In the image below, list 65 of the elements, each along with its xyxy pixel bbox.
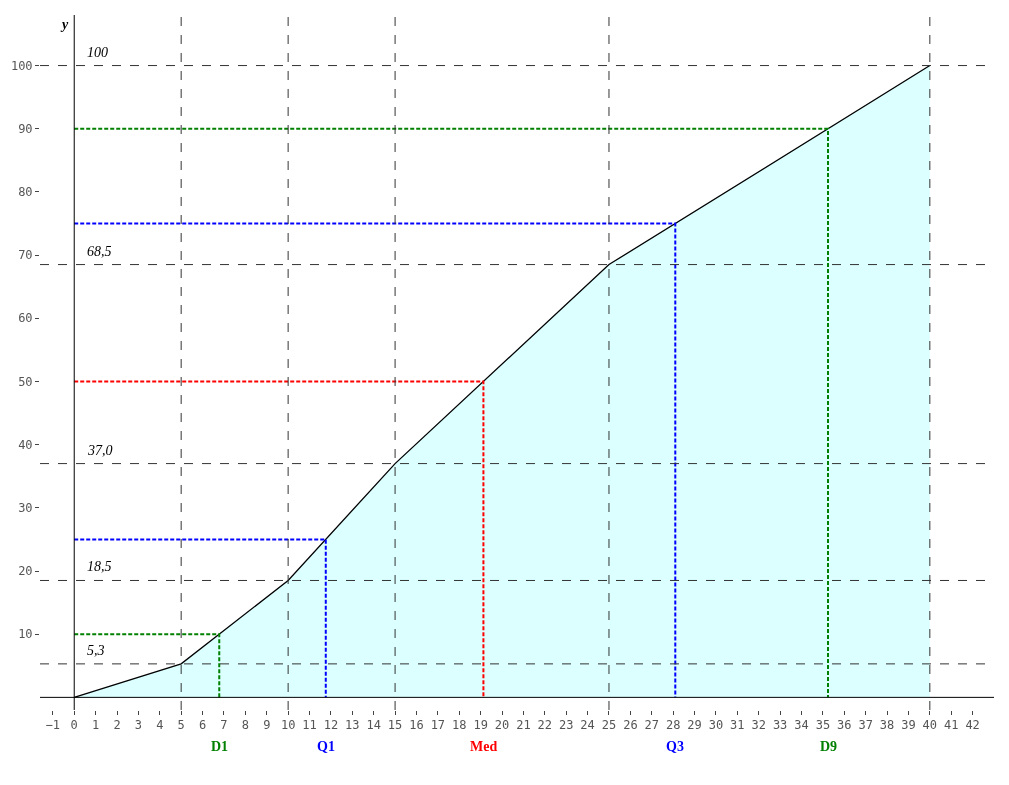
annotation: D9: [820, 739, 838, 754]
x-tick-label: 2: [113, 718, 121, 733]
y-tick-label: 80: [18, 185, 33, 200]
y-axis-title: y: [60, 17, 69, 32]
x-tick-label: 35: [815, 718, 831, 733]
x-tick-label: 18: [452, 718, 467, 733]
x-tick-label: 6: [198, 718, 207, 733]
x-tick-label: 10: [280, 718, 296, 733]
ref-line-label: 100: [87, 45, 108, 60]
ref-line-label: 68,5: [87, 244, 112, 259]
x-tick-label: 25: [601, 718, 617, 733]
annotation: Q3: [666, 739, 684, 754]
y-tick-label: 10: [18, 627, 33, 642]
y-tick-label: 50: [18, 374, 33, 389]
y-tick-label: 40: [18, 437, 33, 452]
x-tick-label: 9: [263, 718, 271, 733]
x-tick-label: 34: [794, 718, 809, 733]
x-tick-label: 42: [965, 718, 980, 733]
ref-line-label: 18,5: [87, 559, 112, 574]
x-tick-label: 32: [751, 718, 766, 733]
x-tick-label: 31: [730, 718, 745, 733]
x-tick-label: 40: [922, 718, 938, 733]
x-tick-label: 19: [473, 718, 488, 733]
x-tick-label: 27: [644, 718, 659, 733]
annotation: D1: [211, 739, 229, 754]
ref-line-label: 5,3: [87, 643, 105, 658]
x-tick-label: 23: [558, 718, 574, 733]
x-tick-label: 37: [858, 718, 873, 733]
x-tick-label: 41: [943, 718, 959, 733]
x-tick-label: 36: [837, 718, 852, 733]
x-tick-label: 39: [901, 718, 916, 733]
x-tick-label: 26: [623, 718, 638, 733]
x-tick-label: 3: [134, 718, 143, 733]
x-tick-label: 20: [494, 718, 510, 733]
y-tick-label: 30: [18, 501, 33, 516]
x-tick-label: 38: [879, 718, 895, 733]
x-tick-label: −1: [45, 718, 61, 733]
x-tick-label: 7: [220, 718, 228, 733]
annotation: Q1: [317, 739, 335, 754]
y-tick-label: 60: [18, 311, 33, 326]
x-tick-label: 24: [580, 718, 595, 733]
x-tick-label: 28: [665, 718, 681, 733]
x-tick-label: 33: [772, 718, 788, 733]
x-tick-label: 21: [516, 718, 531, 733]
x-tick-label: 1: [91, 718, 100, 733]
x-tick-label: 4: [156, 718, 164, 733]
x-tick-label: 16: [409, 718, 424, 733]
annotation: Med: [470, 739, 498, 754]
y-tick-label: 70: [18, 248, 33, 263]
x-tick-label: 0: [70, 718, 78, 733]
x-tick-label: 17: [430, 718, 446, 733]
y-tick-label: 20: [18, 564, 33, 579]
x-tick-label: 30: [708, 718, 724, 733]
x-tick-label: 15: [387, 718, 403, 733]
x-tick-label: 5: [177, 718, 185, 733]
x-tick-label: 14: [366, 718, 381, 733]
x-tick-label: 29: [687, 718, 702, 733]
y-tick-label: 90: [18, 121, 33, 136]
x-tick-label: 22: [537, 718, 553, 733]
x-tick-label: 11: [302, 718, 317, 733]
x-tick-label: 12: [323, 718, 339, 733]
x-tick-label: 13: [345, 718, 360, 733]
ref-line-label: 37,0: [87, 443, 113, 458]
x-tick-label: 8: [241, 718, 249, 733]
y-tick-label: 100: [10, 58, 33, 73]
